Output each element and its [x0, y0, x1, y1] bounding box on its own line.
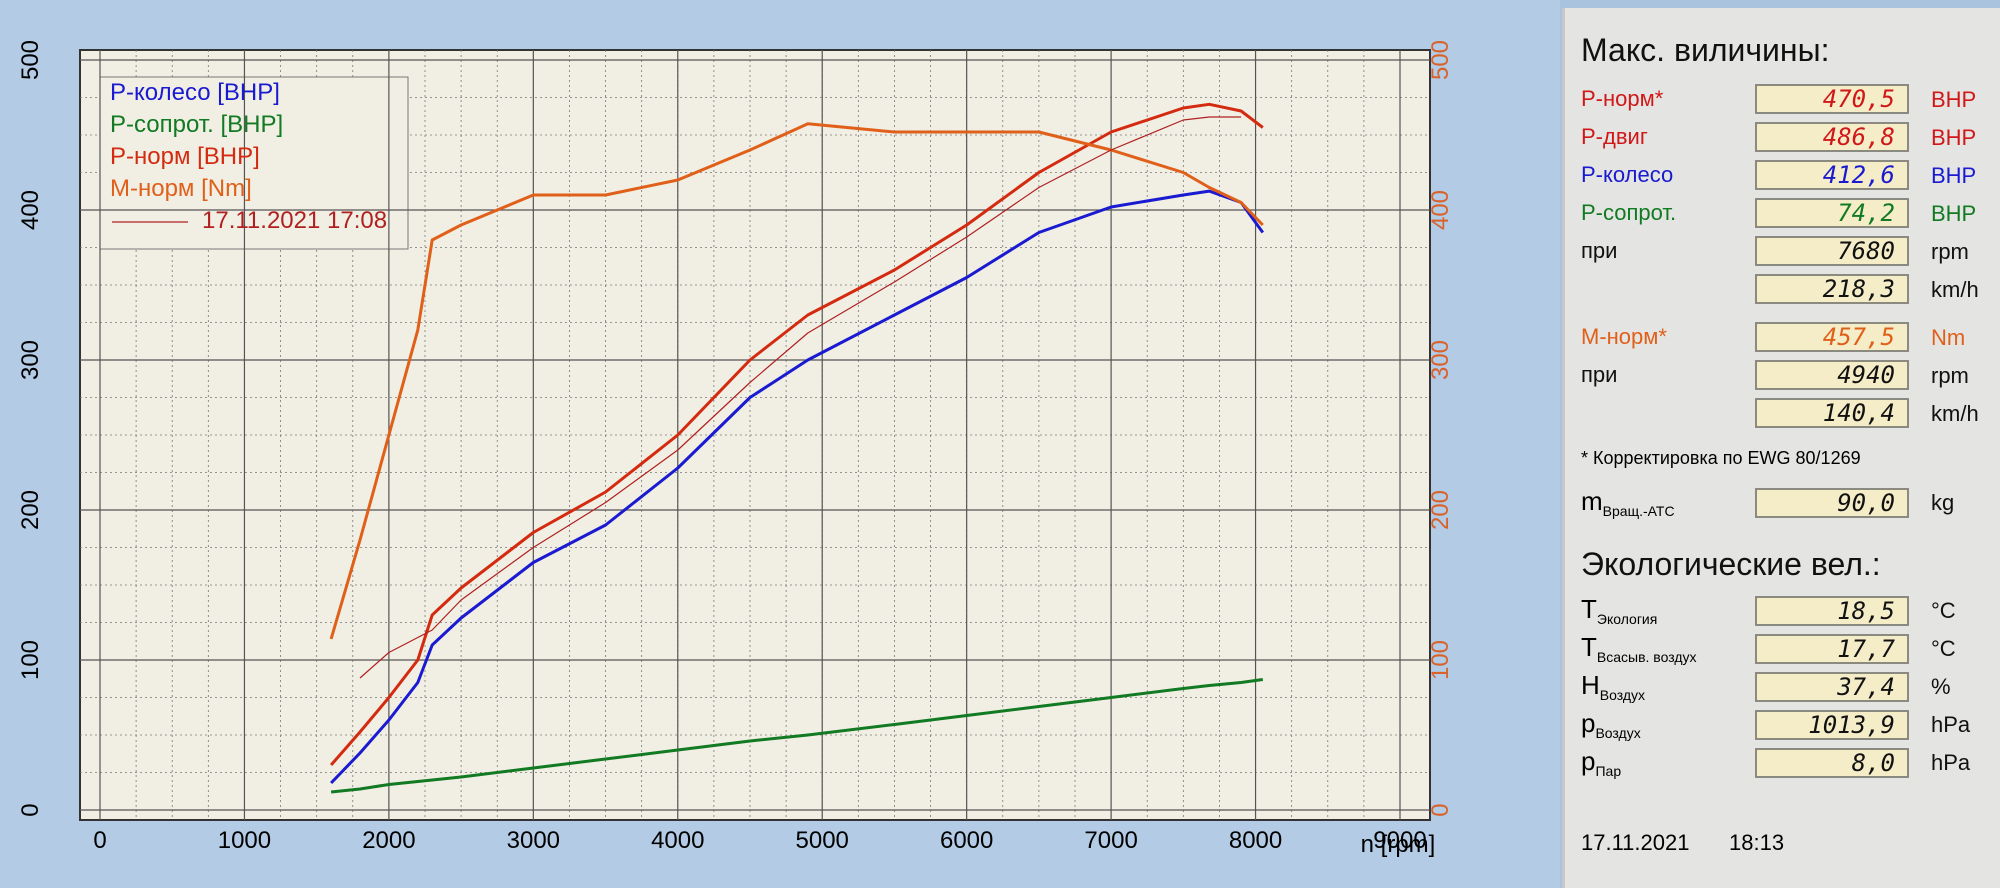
row-unit: °C [1931, 598, 1956, 623]
row-unit: BHP [1931, 125, 1977, 150]
x-tick-label: 8000 [1229, 827, 1282, 854]
series-line [329, 102, 1264, 766]
row-unit: km/h [1931, 401, 1979, 426]
y-tick-label: 0 [17, 803, 44, 816]
symbol: T [1581, 632, 1597, 662]
y-tick-label: 300 [17, 340, 44, 380]
subscript: Воздух [1595, 725, 1641, 742]
value-box: 412,6 [1755, 160, 1909, 190]
row-unit: BHP [1931, 163, 1977, 188]
value-box: 457,5 [1755, 322, 1909, 352]
symbol-label: TЭкология [1581, 594, 1657, 627]
value-box: 1013,9 [1755, 710, 1909, 740]
value-box: 18,5 [1755, 596, 1909, 626]
value-box: 17,7 [1755, 634, 1909, 664]
value-box: 90,0 [1755, 488, 1909, 518]
row-unit: BHP [1931, 87, 1977, 112]
note: * Корректировка по EWG 80/1269 [1581, 448, 1861, 468]
value-box: 74,2 [1755, 198, 1909, 228]
row-label: при [1581, 238, 1618, 263]
x-tick-label: 4000 [651, 827, 704, 854]
symbol: T [1581, 594, 1597, 624]
side-panel: Макс. виличины: P-норм* 470,5 BHP P-двиг 486,… [1562, 8, 2000, 888]
subscript: Экология [1596, 611, 1658, 628]
symbol-label: HВоздух [1581, 670, 1645, 703]
row-label: M-норм* [1581, 324, 1667, 349]
row-unit: % [1931, 674, 1951, 699]
symbol: m [1581, 486, 1603, 516]
row-label: при [1581, 362, 1618, 387]
y-tick-label: 200 [17, 490, 44, 530]
legend-label: P-норм [BHP] [110, 143, 260, 170]
x-tick-label: 5000 [796, 827, 849, 854]
series-line [330, 189, 1265, 785]
series-line [359, 116, 1242, 679]
row-label: P-двиг [1581, 124, 1648, 149]
x-tick-label: 0 [93, 827, 106, 854]
series-line [329, 122, 1264, 640]
row-unit: rpm [1931, 363, 1969, 388]
time: 18:13 [1729, 830, 1785, 855]
x-tick-label: 7000 [1084, 827, 1137, 854]
value-box: 486,8 [1755, 122, 1909, 152]
symbol-label: pПар [1581, 746, 1621, 779]
y2-tick-label: 300 [1427, 340, 1454, 380]
subscript: Вращ.-АТС [1602, 503, 1675, 520]
x-tick-label: 2000 [362, 827, 415, 854]
subscript: Воздух [1599, 687, 1646, 704]
legend-label: M-норм [Nm] [110, 175, 252, 202]
row-unit: km/h [1931, 277, 1979, 302]
symbol: p [1581, 708, 1596, 738]
date: 17.11.2021 [1581, 830, 1690, 855]
x-axis-label: n [rpm] [1361, 831, 1436, 858]
value-box: 140,4 [1755, 398, 1909, 428]
value-box: 470,5 [1755, 84, 1909, 114]
y2-tick-label: 100 [1427, 640, 1454, 680]
symbol: p [1581, 746, 1596, 776]
subscript: Пар [1595, 763, 1622, 780]
row-unit: hPa [1931, 712, 1971, 737]
x-tick-label: 3000 [507, 827, 560, 854]
legend-label: P-колесо [BHP] [110, 79, 280, 106]
y-tick-label: 100 [17, 640, 44, 680]
row-unit: °C [1931, 636, 1956, 661]
subscript: Всасыв. воздух [1596, 649, 1697, 666]
legend-label: P-сопрот. [BHP] [110, 111, 283, 138]
row-unit: kg [1931, 490, 1955, 515]
row-unit: BHP [1931, 201, 1977, 226]
y-tick-label: 500 [17, 40, 44, 80]
row-label: P-сопрот. [1581, 200, 1677, 225]
panel-title: Макс. виличины: [1581, 32, 1830, 68]
chart: n [rpm] 0 1000 2000 3000 4000 5000 6000 7000 800… [17, 39, 1454, 858]
x-tick-label: 6000 [940, 827, 993, 854]
y2-tick-label: 400 [1427, 190, 1454, 230]
value-box: 8,0 [1755, 748, 1909, 778]
series-line [330, 678, 1264, 794]
value-box: 4940 [1755, 360, 1909, 390]
x-tick-label: 9000 [1373, 827, 1426, 854]
value-box: 37,4 [1755, 672, 1909, 702]
value-box: 7680 [1755, 236, 1909, 266]
row-unit: hPa [1931, 750, 1971, 775]
value-box: 218,3 [1755, 274, 1909, 304]
eco-title: Экологические вел.: [1581, 546, 1881, 582]
legend-label: 17.11.2021 17:08 [202, 207, 387, 234]
row-unit: rpm [1931, 239, 1969, 264]
row-unit: Nm [1931, 325, 1966, 350]
row-label: P-норм* [1581, 86, 1664, 111]
legend [99, 76, 409, 250]
x-tick-label: 1000 [218, 827, 271, 854]
symbol: H [1581, 670, 1600, 700]
symbol-label: pВоздух [1581, 708, 1641, 741]
y2-tick-label: 200 [1427, 490, 1454, 530]
y2-tick-label: 500 [1427, 40, 1454, 80]
y-tick-label: 400 [17, 190, 44, 230]
y2-tick-label: 0 [1427, 803, 1454, 816]
symbol-label: TВсасыв. воздух [1581, 632, 1696, 665]
symbol-label: mВращ.-АТС [1581, 486, 1675, 519]
minor-grid [80, 50, 1430, 820]
row-label: P-колесо [1581, 162, 1674, 187]
